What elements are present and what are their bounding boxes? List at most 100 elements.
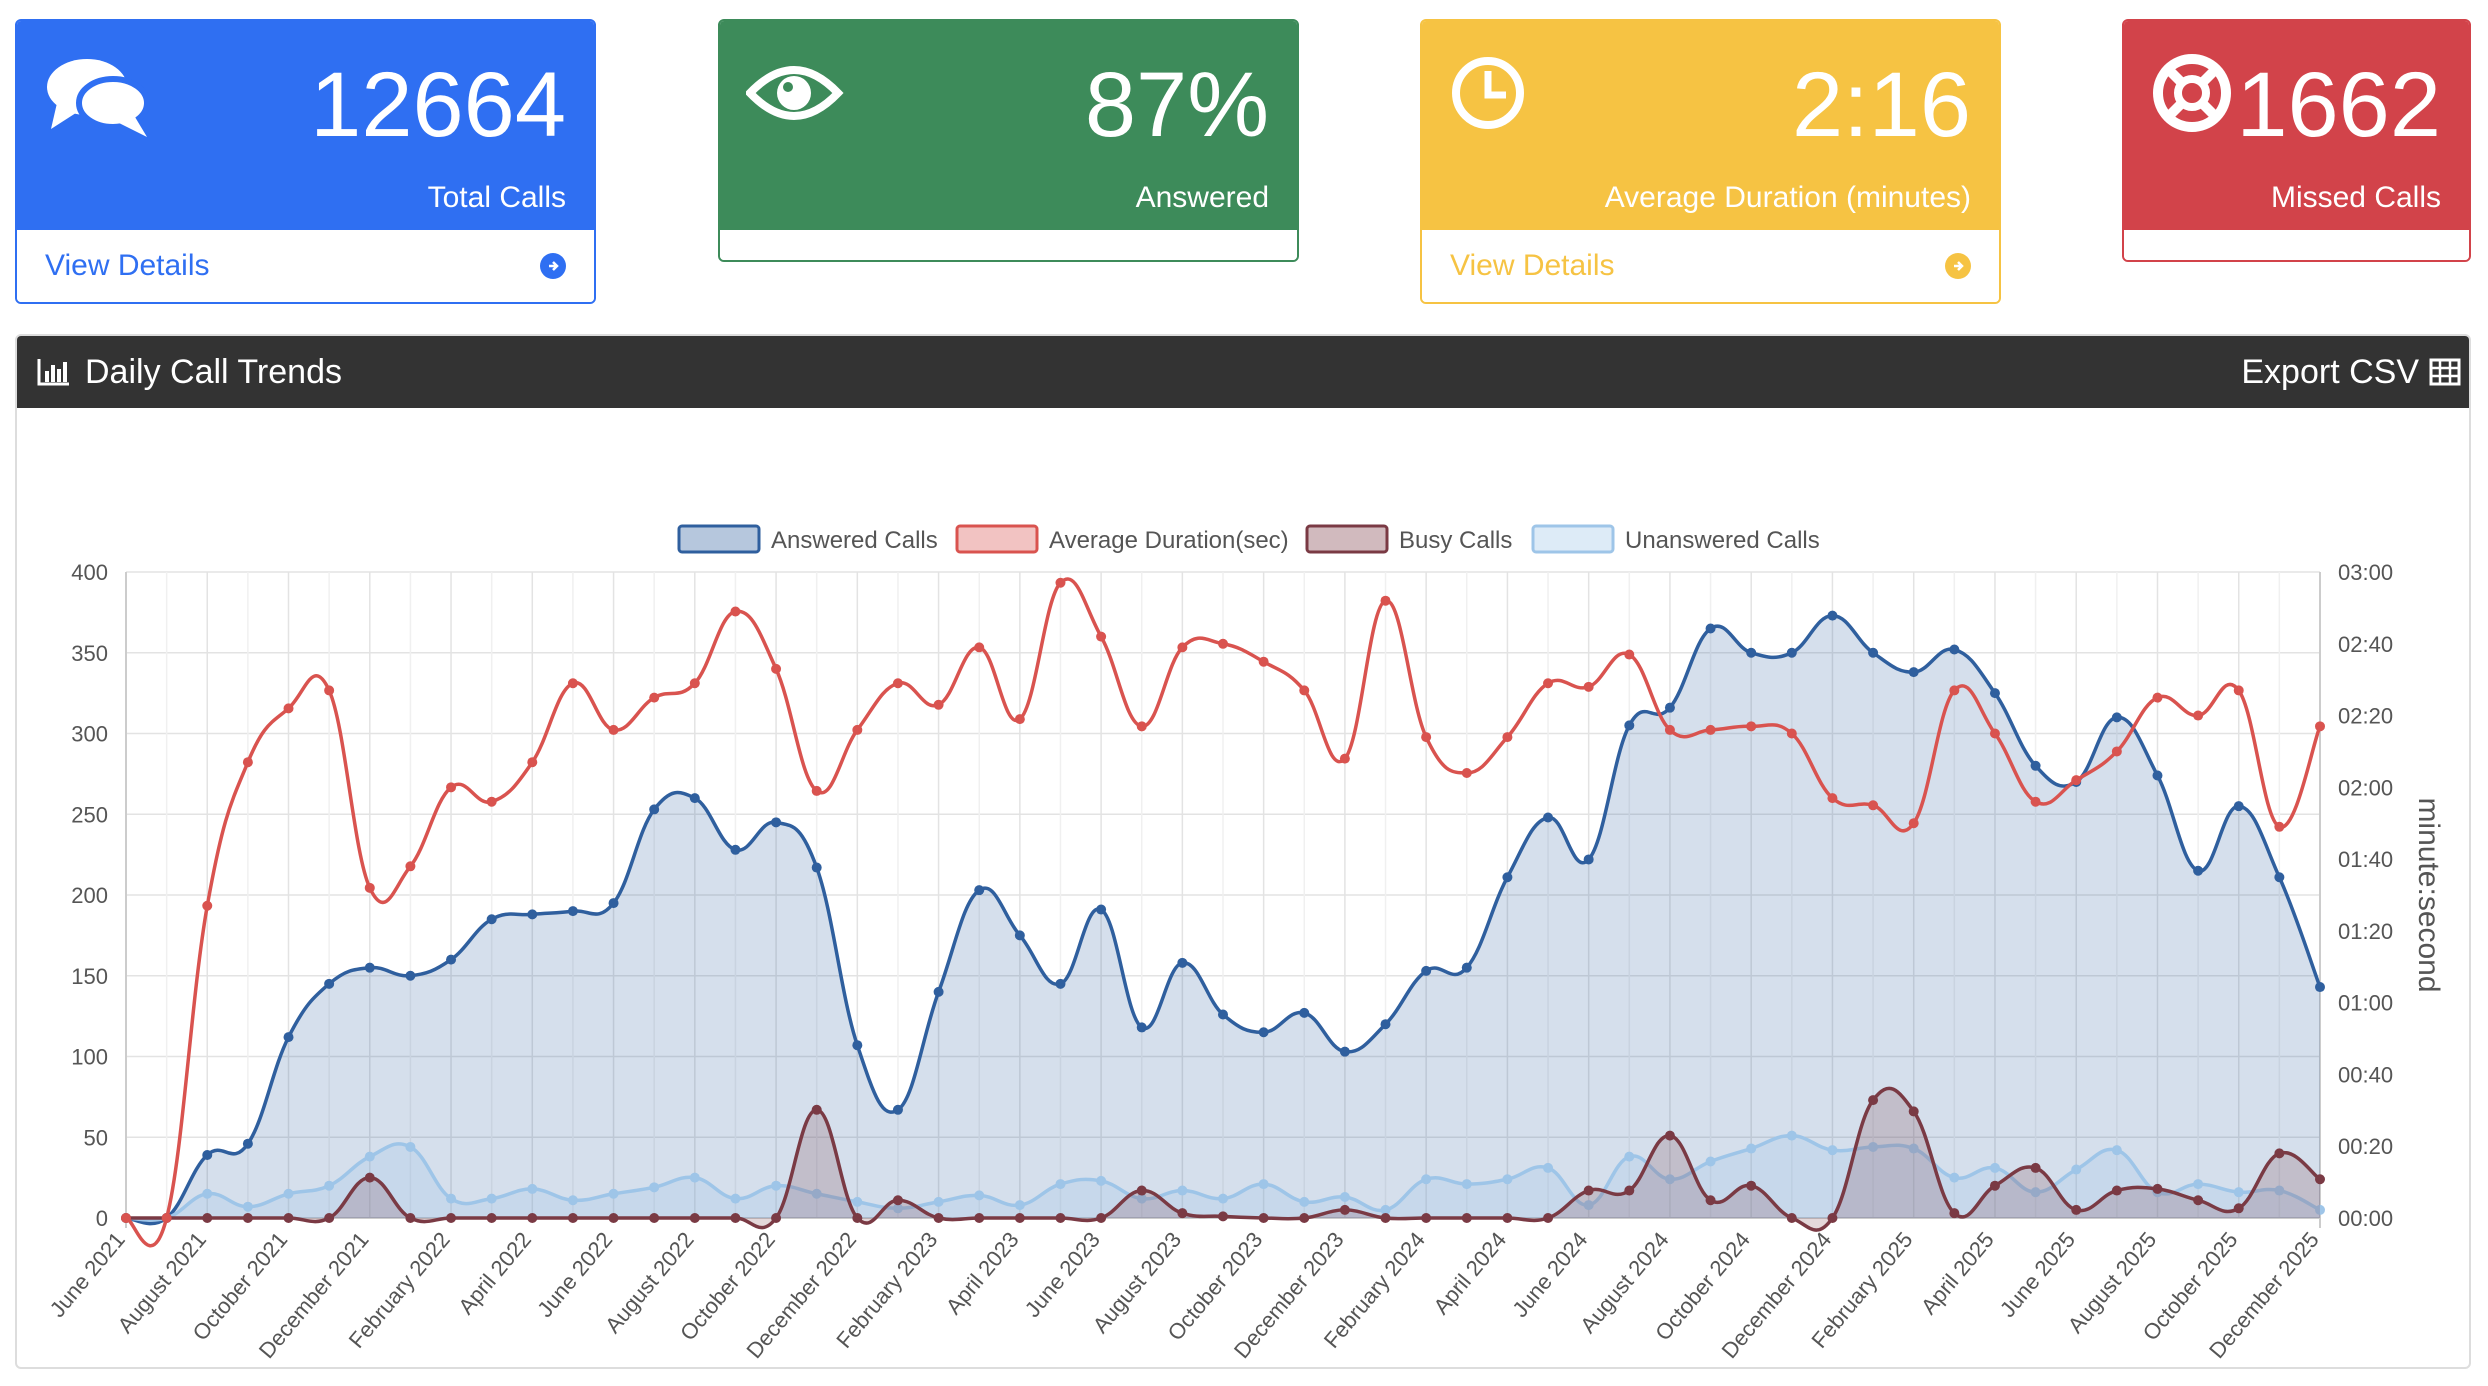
busy-calls-point[interactable] [1908, 1106, 1919, 1117]
average-duration-sec-point[interactable] [1339, 753, 1350, 764]
average-duration-sec-point[interactable] [811, 785, 822, 796]
average-duration-sec-point[interactable] [1461, 767, 1472, 778]
busy-calls-point[interactable] [1705, 1195, 1716, 1206]
unanswered-calls-point[interactable] [771, 1180, 782, 1191]
answered-calls-point[interactable] [852, 1040, 863, 1051]
unanswered-calls-point[interactable] [1055, 1179, 1066, 1190]
average-duration-sec-point[interactable] [527, 757, 538, 768]
legend-label-busy-calls[interactable]: Busy Calls [1399, 527, 1512, 554]
answered-calls-point[interactable] [1055, 978, 1066, 989]
answered-calls-point[interactable] [649, 804, 660, 815]
answered-calls-point[interactable] [1339, 1046, 1350, 1057]
busy-calls-point[interactable] [364, 1172, 375, 1183]
average-duration-sec-point[interactable] [1664, 724, 1675, 735]
total-calls-view-details[interactable]: View Details [17, 230, 594, 302]
legend-swatch-answered-calls[interactable] [677, 524, 761, 554]
unanswered-calls-point[interactable] [1583, 1200, 1594, 1211]
unanswered-calls-point[interactable] [689, 1172, 700, 1183]
answered-calls-point[interactable] [608, 898, 619, 909]
unanswered-calls-point[interactable] [1786, 1130, 1797, 1141]
average-duration-sec-point[interactable] [1380, 595, 1391, 606]
answered-calls-point[interactable] [1949, 644, 1960, 655]
average-duration-sec-point[interactable] [1827, 793, 1838, 804]
unanswered-calls-point[interactable] [1664, 1174, 1675, 1185]
unanswered-calls-point[interactable] [2030, 1187, 2041, 1198]
unanswered-calls-point[interactable] [1299, 1196, 1310, 1207]
busy-calls-point[interactable] [486, 1213, 497, 1223]
busy-calls-point[interactable] [2274, 1148, 2285, 1159]
busy-calls-point[interactable] [2111, 1185, 2122, 1196]
average-duration-sec-point[interactable] [1055, 577, 1066, 588]
answered-calls-point[interactable] [283, 1032, 294, 1043]
answered-calls-point[interactable] [974, 885, 985, 896]
average-duration-sec-point[interactable] [283, 703, 294, 714]
average-duration-sec-point[interactable] [1218, 638, 1228, 649]
unanswered-calls-point[interactable] [852, 1196, 863, 1207]
answered-calls-point[interactable] [933, 986, 944, 997]
busy-calls-point[interactable] [202, 1213, 213, 1223]
answered-calls-point[interactable] [1624, 720, 1635, 731]
busy-calls-point[interactable] [649, 1213, 660, 1223]
answered-calls-point[interactable] [1014, 930, 1025, 941]
busy-calls-point[interactable] [2193, 1195, 2204, 1206]
average-duration-sec-point[interactable] [1258, 656, 1269, 667]
average-duration-sec-point[interactable] [649, 692, 660, 703]
busy-calls-point[interactable] [1258, 1213, 1269, 1223]
average-duration-sec-point[interactable] [933, 699, 944, 710]
busy-calls-point[interactable] [1583, 1185, 1594, 1196]
unanswered-calls-point[interactable] [324, 1180, 335, 1191]
answered-calls-point[interactable] [486, 914, 497, 925]
answered-calls-point[interactable] [242, 1138, 253, 1149]
unanswered-calls-point[interactable] [1177, 1185, 1188, 1196]
average-duration-sec-point[interactable] [405, 861, 416, 872]
average-duration-sec-point[interactable] [2071, 775, 2082, 786]
average-duration-sec-point[interactable] [1421, 732, 1432, 743]
average-duration-sec-point[interactable] [608, 724, 619, 735]
average-duration-sec-point[interactable] [1299, 685, 1310, 696]
busy-calls-point[interactable] [933, 1213, 944, 1223]
unanswered-calls-point[interactable] [1949, 1172, 1960, 1183]
answered-calls-point[interactable] [364, 962, 375, 973]
answered-calls-point[interactable] [1664, 702, 1675, 713]
average-duration-sec-point[interactable] [1989, 728, 2000, 739]
legend-swatch-average-duration-sec[interactable] [955, 524, 1039, 554]
unanswered-calls-point[interactable] [1096, 1175, 1107, 1186]
table-icon[interactable] [2429, 358, 2461, 386]
unanswered-calls-point[interactable] [649, 1182, 660, 1193]
unanswered-calls-point[interactable] [608, 1188, 619, 1199]
unanswered-calls-point[interactable] [1868, 1141, 1879, 1152]
answered-calls-point[interactable] [1299, 1007, 1310, 1018]
unanswered-calls-point[interactable] [974, 1190, 985, 1201]
average-duration-sec-point[interactable] [242, 757, 253, 768]
average-duration-sec-point[interactable] [1949, 685, 1960, 696]
answered-calls-point[interactable] [811, 862, 822, 873]
average-duration-sec-point[interactable] [852, 724, 863, 735]
answered-calls-point[interactable] [567, 906, 578, 917]
unanswered-calls-point[interactable] [1624, 1151, 1635, 1162]
average-duration-view-details[interactable]: View Details [1422, 230, 1999, 302]
answered-calls-point[interactable] [771, 817, 782, 828]
answered-calls-point[interactable] [1218, 1009, 1228, 1020]
answered-calls-point[interactable] [1827, 610, 1838, 621]
arrow-circle-right-icon[interactable] [1945, 253, 1971, 279]
answered-calls-point[interactable] [1380, 1019, 1391, 1030]
answered-calls-point[interactable] [1136, 1022, 1147, 1033]
unanswered-calls-point[interactable] [2315, 1204, 2325, 1215]
average-duration-sec-point[interactable] [446, 782, 457, 793]
unanswered-calls-point[interactable] [446, 1193, 457, 1204]
answered-calls-point[interactable] [1177, 957, 1188, 968]
unanswered-calls-point[interactable] [1827, 1145, 1838, 1156]
average-duration-sec-point[interactable] [1136, 721, 1147, 732]
answered-calls-point[interactable] [202, 1150, 213, 1161]
legend-label-average-duration-sec[interactable]: Average Duration(sec) [1049, 527, 1289, 554]
unanswered-calls-point[interactable] [1136, 1193, 1147, 1204]
busy-calls-point[interactable] [446, 1213, 457, 1223]
busy-calls-point[interactable] [1055, 1213, 1066, 1223]
busy-calls-point[interactable] [1827, 1213, 1838, 1223]
average-duration-sec-point[interactable] [161, 1213, 172, 1223]
average-duration-sec-point[interactable] [202, 900, 213, 911]
average-duration-sec-point[interactable] [364, 882, 375, 893]
average-duration-sec-point[interactable] [567, 678, 578, 689]
busy-calls-point[interactable] [1136, 1185, 1147, 1196]
unanswered-calls-point[interactable] [1218, 1193, 1228, 1204]
